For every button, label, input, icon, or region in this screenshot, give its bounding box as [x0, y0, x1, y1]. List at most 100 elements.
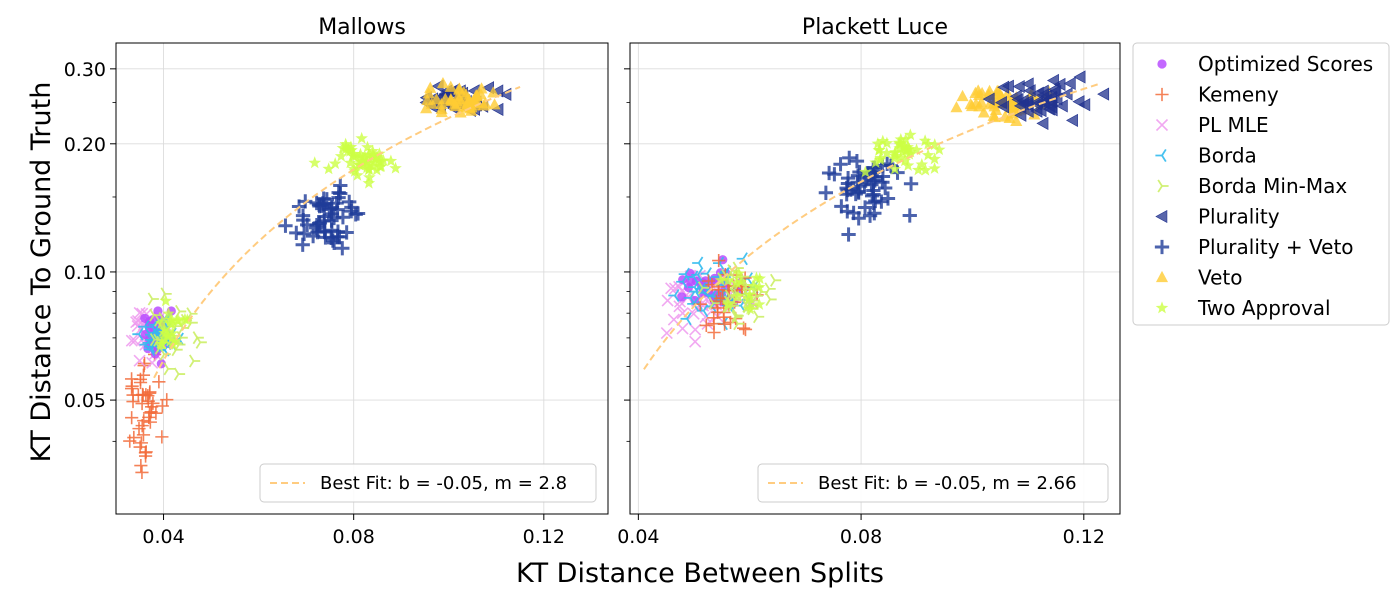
data-point-plurality	[1045, 100, 1057, 114]
data-point-borda-min-max	[149, 308, 161, 322]
legend-item-two-approval: Two Approval	[1155, 296, 1331, 320]
data-point-plurality-veto	[331, 190, 346, 205]
data-point-two-approval	[746, 279, 760, 292]
legend-marker-two-approval	[1155, 301, 1169, 314]
data-point-plurality	[1097, 87, 1110, 101]
data-point-borda-min-max	[770, 273, 782, 287]
best-fit-line	[643, 82, 1101, 370]
data-point-pl-mle	[667, 313, 680, 326]
data-point-borda	[692, 256, 704, 270]
data-point-two-approval	[158, 322, 171, 335]
scatter-marks	[123, 76, 521, 480]
data-point-two-approval	[155, 316, 168, 329]
legend-item-optimized-scores: Optimized Scores	[1157, 52, 1373, 76]
legend-label: Borda Min-Max	[1198, 174, 1347, 198]
data-point-two-approval	[352, 157, 365, 170]
data-point-plurality	[1009, 89, 1022, 103]
panel-title: Plackett Luce	[802, 15, 948, 40]
data-point-two-approval	[170, 314, 184, 327]
data-point-two-approval	[899, 132, 912, 145]
data-point-borda-min-max	[173, 367, 186, 381]
legend-marker-veto	[1155, 270, 1169, 283]
data-point-two-approval	[158, 332, 171, 345]
data-point-borda-min-max	[697, 281, 710, 295]
data-point-veto	[487, 86, 500, 98]
data-point-two-approval	[354, 147, 367, 160]
y-tick-label: 0.30	[64, 59, 106, 81]
data-point-plurality-veto	[849, 153, 865, 169]
data-point-pl-mle	[668, 282, 682, 295]
data-point-plurality-veto	[903, 176, 919, 191]
x-tick-label: 0.12	[523, 526, 565, 548]
series-two-approval	[859, 128, 946, 178]
data-point-plurality-veto	[857, 200, 873, 215]
legend-marker-pl-mle	[1155, 118, 1169, 132]
series-two-approval	[714, 267, 766, 315]
data-point-two-approval	[348, 164, 362, 177]
data-point-two-approval	[880, 136, 894, 149]
data-point-two-approval	[732, 267, 746, 279]
data-point-pl-mle	[689, 335, 702, 348]
data-point-kemeny	[135, 465, 149, 480]
data-point-borda-min-max	[192, 331, 204, 345]
legend-item-pl-mle: PL MLE	[1155, 113, 1269, 137]
legend-marker-borda	[1155, 148, 1167, 163]
data-point-borda-min-max	[188, 354, 201, 368]
fit-legend: Best Fit: b = -0.05, m = 2.8	[259, 463, 597, 503]
data-point-kemeny	[134, 458, 148, 473]
data-point-two-approval	[347, 147, 361, 160]
data-point-two-approval	[912, 163, 925, 176]
data-point-two-approval	[328, 157, 342, 170]
data-point-two-approval	[872, 143, 886, 156]
data-point-two-approval	[155, 337, 169, 350]
x-axis: 0.04 0.08 0.12	[617, 514, 1105, 548]
data-point-plurality	[1023, 84, 1036, 98]
scatter-marks	[643, 70, 1110, 370]
series-two-approval	[155, 294, 194, 351]
data-point-two-approval	[731, 289, 745, 302]
data-point-veto	[468, 99, 481, 111]
data-point-kemeny	[723, 315, 738, 330]
data-point-plurality-veto	[842, 150, 857, 166]
data-point-plurality	[1073, 70, 1086, 84]
data-point-plurality	[1021, 104, 1034, 118]
data-point-two-approval	[361, 140, 374, 153]
data-point-two-approval	[742, 291, 756, 304]
data-point-two-approval	[888, 146, 902, 159]
data-point-borda-min-max	[765, 292, 777, 306]
y-tick-label: 0.05	[64, 390, 106, 412]
data-point-borda-min-max	[753, 310, 765, 324]
data-point-two-approval	[753, 280, 766, 293]
data-point-borda-min-max	[149, 333, 162, 347]
legend-marker-plurality-veto	[1154, 239, 1170, 255]
panel-title: Mallows	[318, 15, 406, 40]
legend-label: Plurality	[1198, 205, 1280, 229]
legend-item-plurality: Plurality	[1155, 205, 1280, 229]
data-point-two-approval	[859, 165, 872, 178]
axes-frame	[629, 42, 1121, 515]
figure-xlabel: KT Distance Between Splits	[516, 558, 884, 589]
data-point-two-approval	[919, 163, 932, 176]
data-point-kemeny	[160, 393, 174, 407]
x-tick-label: 0.04	[142, 526, 184, 548]
data-point-two-approval	[874, 151, 887, 164]
data-point-two-approval	[893, 138, 907, 151]
data-point-veto	[956, 89, 969, 102]
data-point-two-approval	[876, 134, 890, 147]
data-point-two-approval	[358, 151, 372, 164]
x-tick-label: 0.04	[617, 526, 659, 548]
data-point-plurality-veto	[305, 228, 321, 244]
data-point-plurality-veto	[295, 208, 311, 223]
data-point-plurality	[1055, 99, 1068, 113]
legend-item-borda: Borda	[1155, 144, 1257, 168]
data-point-kemeny	[155, 430, 169, 444]
data-point-kemeny	[152, 375, 166, 389]
axes-frame	[115, 42, 609, 515]
legend-label: Plurality + Veto	[1198, 235, 1354, 259]
data-point-plurality-veto	[296, 226, 312, 241]
data-point-kemeny	[143, 386, 157, 400]
data-point-plurality-veto	[324, 201, 339, 216]
data-point-veto	[488, 98, 501, 110]
data-point-two-approval	[367, 155, 381, 168]
legend-marker-optimized-scores	[1157, 59, 1167, 69]
